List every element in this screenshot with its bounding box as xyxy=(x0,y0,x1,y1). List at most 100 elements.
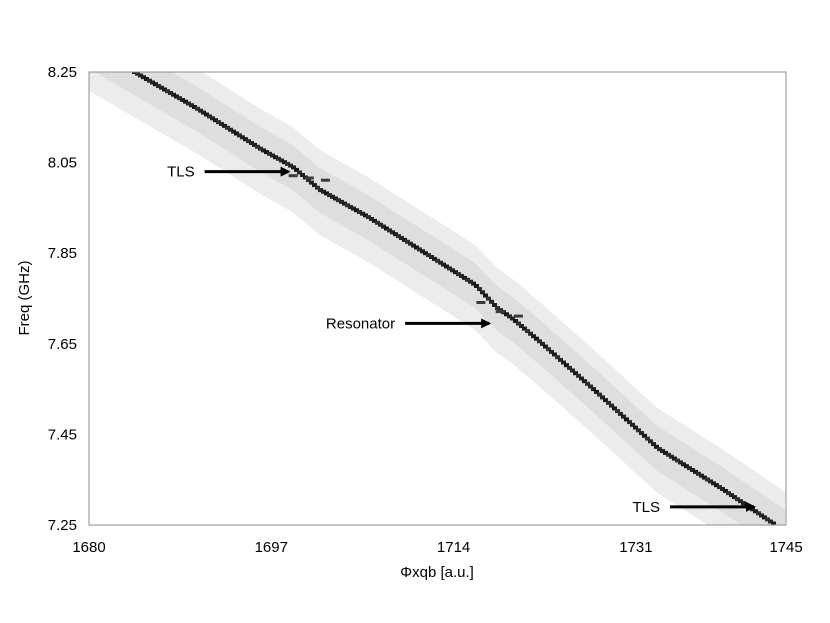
trace-point xyxy=(714,483,719,488)
trace-point xyxy=(180,98,185,102)
trace-point xyxy=(351,206,356,211)
trace-point xyxy=(387,228,392,233)
trace-point xyxy=(699,473,704,478)
trace-point xyxy=(195,106,200,111)
trace-point xyxy=(519,324,524,328)
trace-point xyxy=(405,239,410,244)
trace-point xyxy=(591,387,596,392)
trace-point xyxy=(162,87,167,92)
trace-point xyxy=(480,290,485,295)
trace-point xyxy=(606,400,611,405)
trace-point xyxy=(306,178,311,183)
annotations: TLS Resonator TLS xyxy=(167,164,756,516)
trace-point xyxy=(243,137,248,142)
y-tick-label: 7.25 xyxy=(48,517,77,534)
trace-point xyxy=(483,293,488,298)
trace-point xyxy=(765,517,770,522)
y-tick-label: 7.85 xyxy=(48,245,77,262)
trace-point xyxy=(189,103,194,108)
axis-ticks: 1680 1697 1714 1731 1745 7.25 7.45 7.65 7.85 8.05… xyxy=(48,64,803,556)
trace-point xyxy=(465,277,470,282)
y-tick-label: 7.45 xyxy=(48,426,77,443)
trace-point xyxy=(600,395,605,400)
trace-point xyxy=(432,256,437,261)
trace-point xyxy=(516,321,521,326)
trace-point xyxy=(567,365,572,370)
trace-point xyxy=(372,218,377,223)
trace-point xyxy=(255,144,260,149)
trace-point xyxy=(666,452,671,457)
trace-point xyxy=(165,89,170,94)
trace-point xyxy=(681,462,686,467)
trace-point xyxy=(582,379,587,384)
trace-point xyxy=(384,226,389,231)
trace-point xyxy=(324,191,329,196)
anticrossing-mark xyxy=(304,176,314,180)
trace-point xyxy=(576,373,581,378)
trace-point xyxy=(639,431,644,436)
trace-point xyxy=(312,183,317,188)
trace-point xyxy=(618,411,623,416)
trace-point xyxy=(147,78,152,83)
trace-point xyxy=(489,299,494,304)
trace-point xyxy=(177,96,182,101)
trace-point xyxy=(357,210,362,214)
trace-point xyxy=(336,198,341,203)
y-tick-label: 8.25 xyxy=(48,64,77,81)
trace-point xyxy=(153,82,158,87)
trace-point xyxy=(525,329,530,334)
trace-point xyxy=(168,91,173,95)
trace-point xyxy=(144,77,149,81)
trace-point xyxy=(675,458,680,463)
trace-point xyxy=(711,481,716,486)
x-tick-label: 1731 xyxy=(619,539,652,556)
trace-point xyxy=(429,255,434,259)
trace-point xyxy=(183,99,188,104)
annotation-label: Resonator xyxy=(326,315,395,332)
trace-point xyxy=(453,270,458,275)
trace-point xyxy=(522,326,527,331)
trace-point xyxy=(615,409,620,414)
trace-point xyxy=(687,466,692,471)
trace-point xyxy=(705,477,710,482)
trace-point xyxy=(234,131,239,136)
trace-point xyxy=(135,72,140,76)
trace-point xyxy=(417,247,422,252)
trace-point xyxy=(531,334,536,339)
trace-point xyxy=(285,161,290,166)
trace-point xyxy=(300,173,305,177)
trace-point xyxy=(549,349,554,354)
trace-point xyxy=(477,287,482,292)
trace-point xyxy=(495,306,500,310)
trace-point xyxy=(327,193,332,198)
trace-point xyxy=(585,381,590,386)
trace-point xyxy=(132,72,137,74)
trace-point xyxy=(342,201,347,206)
trace-point xyxy=(207,114,212,119)
trace-point xyxy=(252,142,257,147)
trace-point xyxy=(741,501,746,506)
trace-point xyxy=(216,120,221,125)
trace-point xyxy=(423,251,428,256)
trace-point xyxy=(408,241,413,246)
trace-point xyxy=(174,94,179,99)
trace-point xyxy=(693,469,698,474)
trace-point xyxy=(141,75,146,80)
y-tick-label: 7.65 xyxy=(48,336,77,353)
trace-point xyxy=(660,449,665,453)
trace-point xyxy=(363,213,368,218)
trace-point xyxy=(669,454,674,459)
trace-point xyxy=(546,347,551,352)
trace-point xyxy=(270,153,275,158)
trace-point xyxy=(396,234,401,239)
trace-point xyxy=(603,398,608,403)
trace-point xyxy=(492,303,497,307)
trace-point xyxy=(732,495,737,500)
trace-point xyxy=(204,112,209,117)
trace-point xyxy=(627,420,632,425)
trace-point xyxy=(636,428,641,433)
trace-point xyxy=(459,274,464,278)
trace-point xyxy=(354,208,359,213)
trace-point xyxy=(282,160,287,165)
